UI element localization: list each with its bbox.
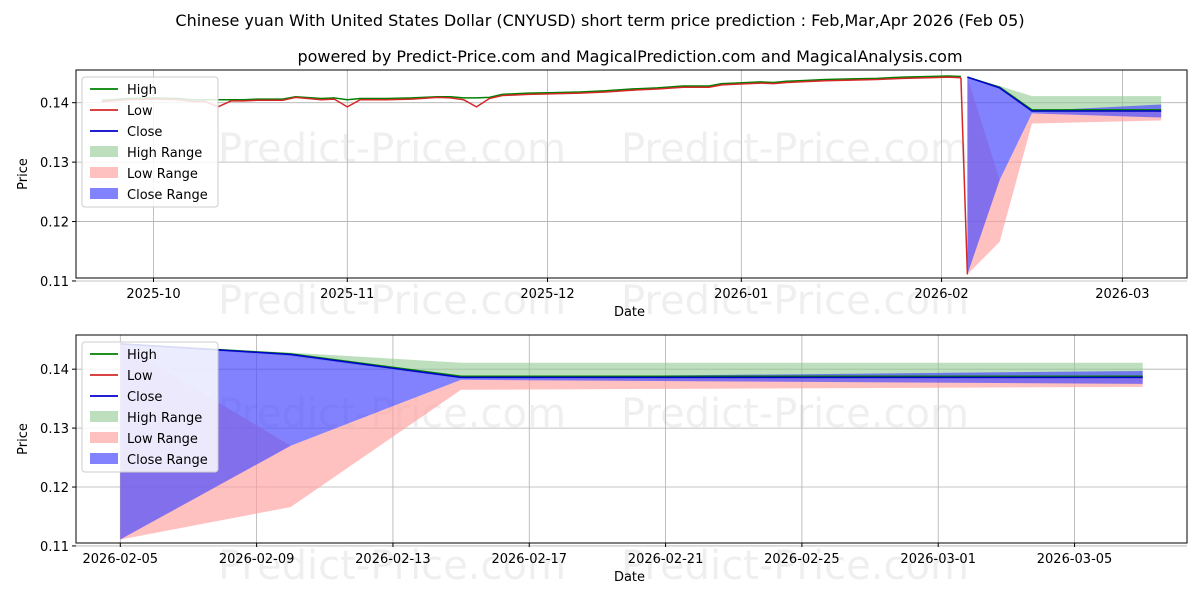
legend-label: Close Range xyxy=(127,188,208,203)
x-tick-label: 2026-03-01 xyxy=(900,552,976,567)
low-range-band xyxy=(120,343,1143,540)
legend-label: Low xyxy=(127,104,153,119)
y-axis-label: Price xyxy=(16,423,31,455)
axes-frame xyxy=(75,69,1188,279)
y-tick-label: 0.14 xyxy=(40,363,69,378)
low-range-band xyxy=(967,77,1162,275)
legend-swatch xyxy=(90,167,118,178)
watermark-text: Predict-Price.com xyxy=(621,278,969,324)
history-low-line xyxy=(101,76,961,108)
y-tick-label: 0.12 xyxy=(40,481,69,496)
x-tick-label: 2026-03-05 xyxy=(1037,552,1113,567)
watermark-text: Predict-Price.com xyxy=(218,278,566,324)
watermark-text: Predict-Price.com xyxy=(218,126,566,172)
x-tick-label: 2026-02-17 xyxy=(491,552,567,567)
bottom-panel: Predict-Price.com Predict-Price.com Predic… xyxy=(16,334,1188,589)
legend-label: Low Range xyxy=(127,167,198,182)
axes-frame xyxy=(75,334,1188,544)
x-tick-label: 2026-02-05 xyxy=(83,552,159,567)
x-tick-label: 2026-02-21 xyxy=(628,552,704,567)
high-range-band xyxy=(967,77,1162,113)
legend-label: High xyxy=(127,83,157,98)
chart-title: Chinese yuan With United States Dollar (… xyxy=(175,11,1024,30)
x-tick-label: 2026-02-25 xyxy=(764,552,840,567)
chart-subtitle: powered by Predict-Price.com and Magical… xyxy=(297,47,962,66)
plot-area xyxy=(120,343,1143,540)
x-axis-label: Date xyxy=(614,305,645,320)
history-high-line xyxy=(101,75,961,102)
watermark-text: Predict-Price.com xyxy=(621,391,969,437)
x-tick-label: 2026-01 xyxy=(714,287,768,302)
plot-area xyxy=(101,75,1162,275)
legend-label: High Range xyxy=(127,146,202,161)
watermark-text: Predict-Price.com xyxy=(621,126,969,172)
x-tick-label: 2026-02-13 xyxy=(355,552,431,567)
legend-label: High xyxy=(127,348,157,363)
y-tick-label: 0.13 xyxy=(40,422,69,437)
close-range-band xyxy=(967,77,1162,275)
watermark-text: Predict-Price.com xyxy=(218,543,566,589)
top-panel: Predict-Price.com Predict-Price.com Predic… xyxy=(16,69,1188,324)
x-tick-label: 2026-02 xyxy=(914,287,968,302)
x-tick-label: 2025-12 xyxy=(520,287,574,302)
x-tick-label: 2025-10 xyxy=(126,287,180,302)
y-axis-label: Price xyxy=(16,158,31,190)
legend-label: Low Range xyxy=(127,432,198,447)
legend-label: Close xyxy=(127,390,162,405)
watermark-text: Predict-Price.com xyxy=(621,543,969,589)
x-axis-label: Date xyxy=(614,570,645,585)
high-range-band xyxy=(120,343,1143,379)
legend-swatch xyxy=(90,411,118,422)
legend-swatch xyxy=(90,453,118,464)
y-tick-label: 0.14 xyxy=(40,97,69,112)
x-tick-label: 2025-11 xyxy=(320,287,374,302)
legend-label: Close xyxy=(127,125,162,140)
x-tick-label: 2026-03 xyxy=(1095,287,1149,302)
x-tick-label: 2026-02-09 xyxy=(219,552,295,567)
forecast-close-line xyxy=(967,76,1162,112)
y-tick-label: 0.12 xyxy=(40,216,69,231)
y-tick-label: 0.11 xyxy=(40,540,69,555)
legend-label: Close Range xyxy=(127,453,208,468)
legend-swatch xyxy=(90,432,118,443)
legend-label: Low xyxy=(127,369,153,384)
close-range-band xyxy=(120,343,1143,540)
legend-label: High Range xyxy=(127,411,202,426)
y-tick-label: 0.11 xyxy=(40,275,69,290)
legend-swatch xyxy=(90,188,118,199)
y-tick-label: 0.13 xyxy=(40,156,69,171)
legend-swatch xyxy=(90,146,118,157)
low-drop-line xyxy=(960,77,969,275)
